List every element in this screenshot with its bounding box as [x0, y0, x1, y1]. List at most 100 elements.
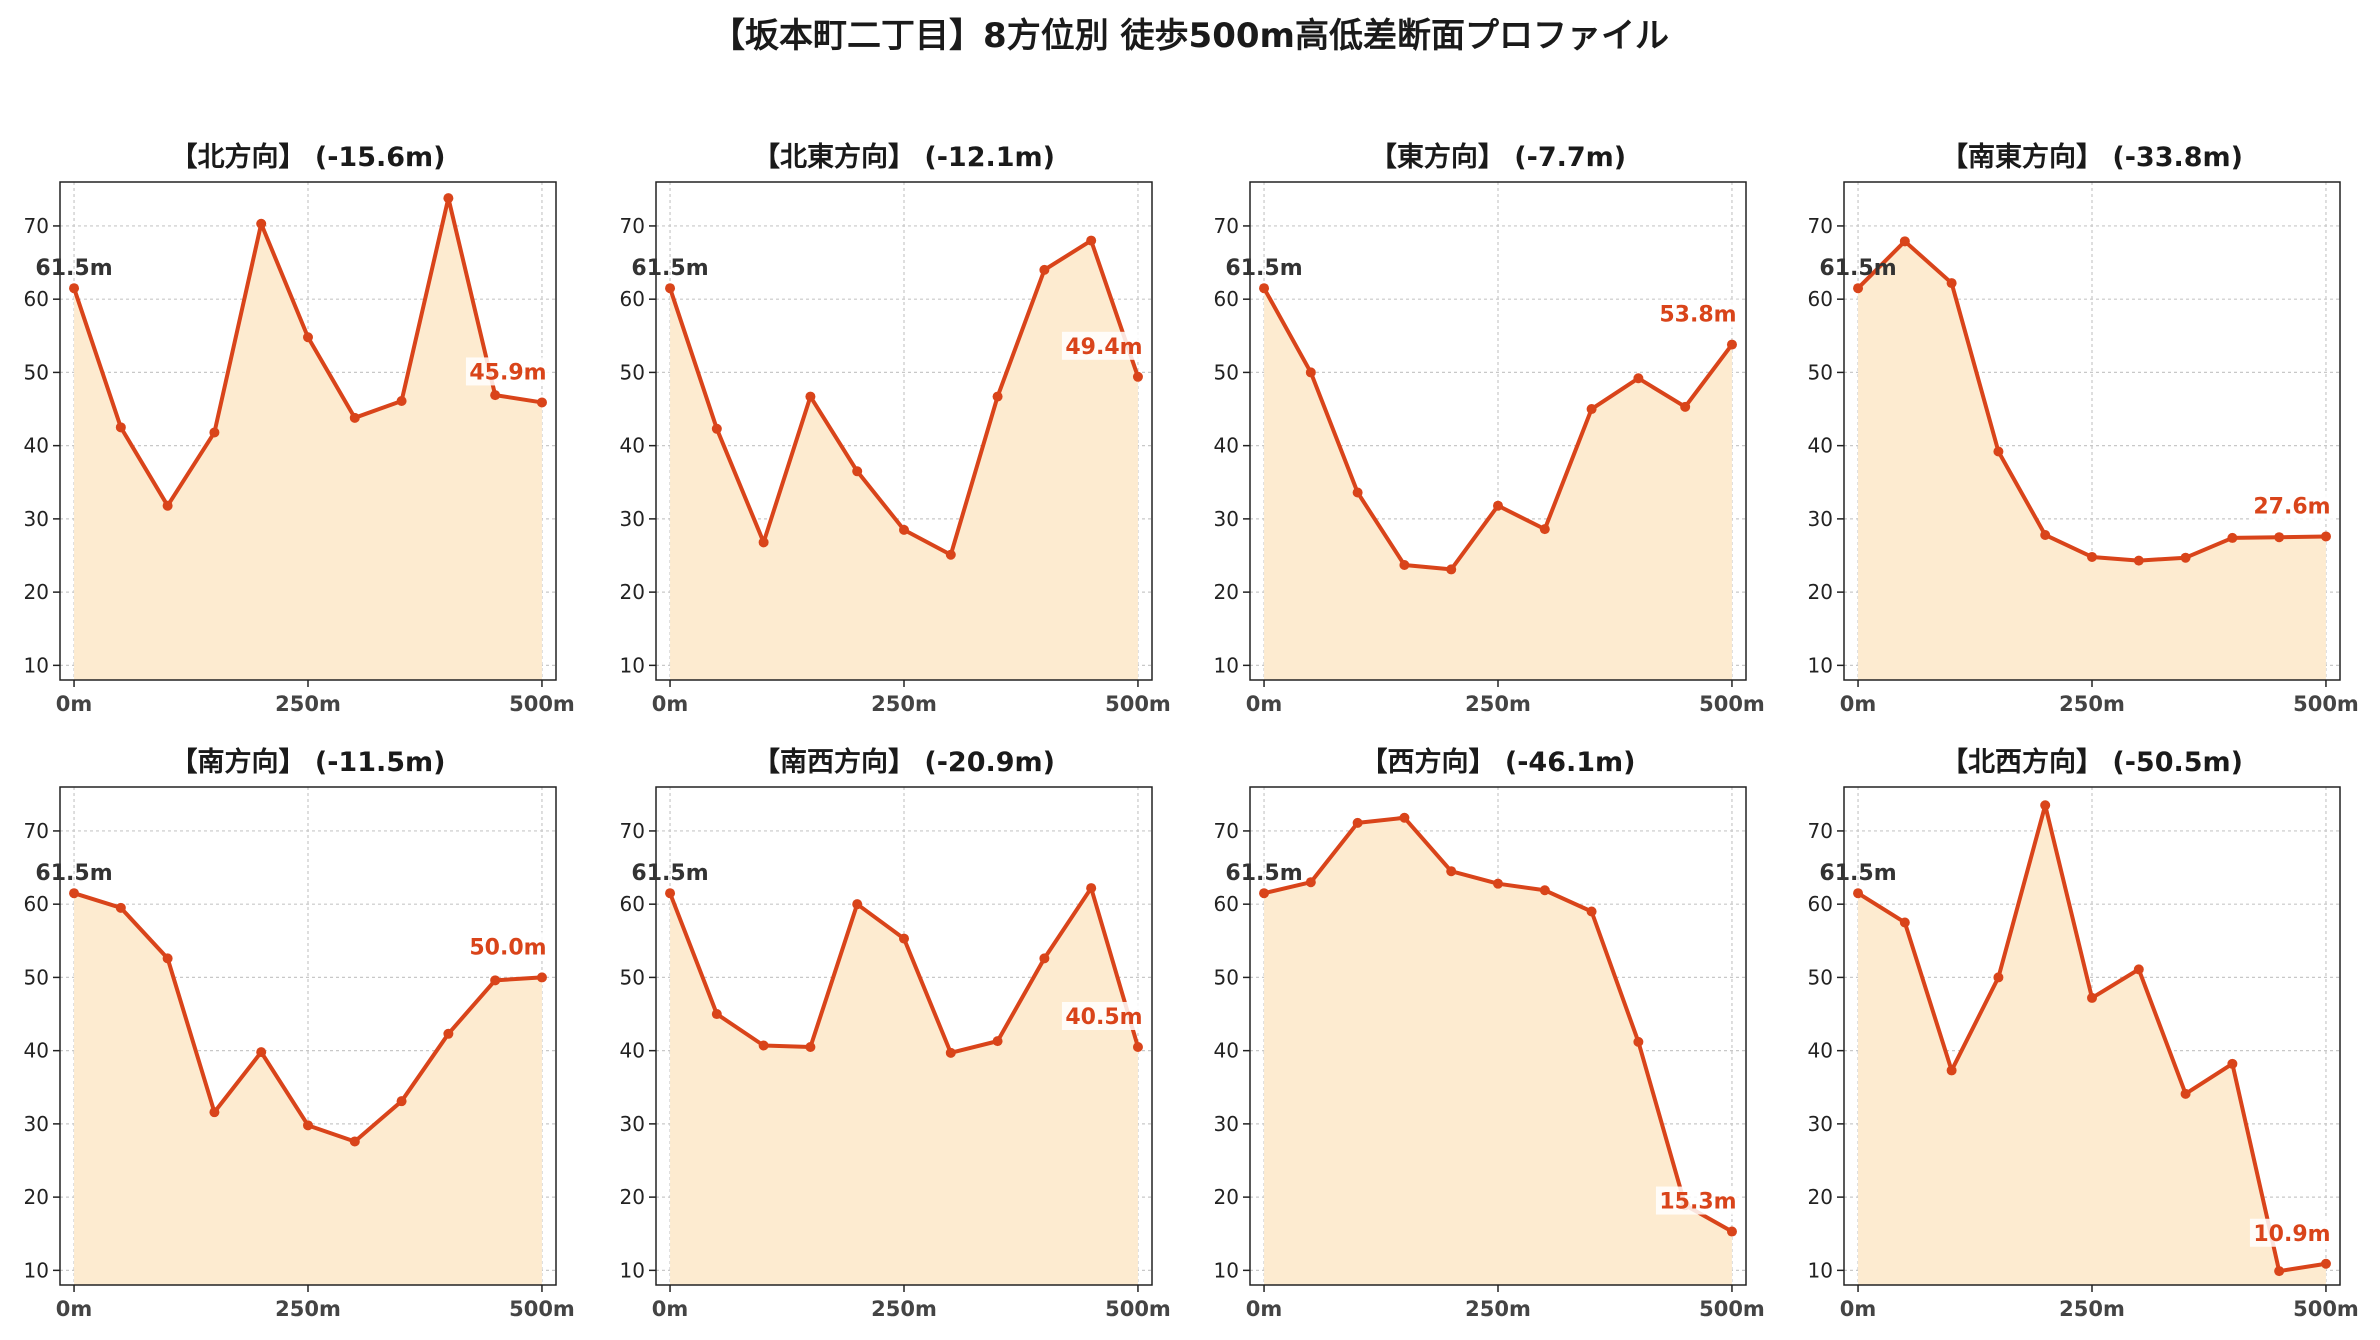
data-point — [2087, 992, 2097, 1003]
y-tick-label: 20 — [24, 1185, 49, 1209]
data-point — [1259, 888, 1270, 899]
x-tick-label: 500m — [1699, 692, 1765, 716]
y-tick-label: 60 — [1808, 892, 1833, 916]
data-point — [992, 391, 1003, 402]
data-point — [2274, 532, 2285, 543]
x-tick-label: 250m — [871, 1297, 937, 1321]
data-point — [2180, 1088, 2191, 1099]
data-point — [2227, 1058, 2238, 1069]
data-point — [758, 537, 769, 548]
x-tick-label: 0m — [56, 1297, 93, 1321]
end-elevation-label: 15.3m — [1659, 1190, 1736, 1215]
y-tick-label: 60 — [620, 287, 645, 311]
chart-title: 【南東方向】 (-33.8m) — [1941, 141, 2243, 173]
data-point — [899, 933, 909, 944]
data-point — [1493, 500, 1503, 511]
y-tick-label: 50 — [1214, 360, 1239, 384]
y-tick-label: 50 — [1214, 965, 1239, 989]
chart-panel-4: 【南東方向】 (-33.8m) 10 20 30 40 50 60 70 0m 250m 500m 6… — [1808, 141, 2359, 716]
y-tick-label: 30 — [1808, 507, 1833, 531]
chart-title: 【南西方向】 (-20.9m) — [753, 746, 1055, 778]
data-point — [1853, 283, 1864, 294]
start-elevation-label: 61.5m — [1225, 861, 1302, 886]
data-point — [1305, 877, 1316, 888]
y-tick-label: 10 — [1808, 1258, 1833, 1282]
chart-panel-5: 【南方向】 (-11.5m) 10 20 30 40 50 60 70 0m 250m 500m 61… — [24, 746, 575, 1321]
data-point — [1586, 906, 1597, 917]
data-point — [711, 1009, 722, 1020]
data-point — [1086, 883, 1097, 894]
data-point — [945, 1047, 956, 1058]
x-tick-label: 0m — [1840, 1297, 1877, 1321]
data-point — [852, 466, 863, 477]
data-point — [805, 391, 816, 402]
data-point — [1586, 404, 1597, 415]
data-point — [1446, 866, 1457, 877]
data-point — [1259, 283, 1270, 294]
end-elevation-label: 10.9m — [2253, 1222, 2330, 1247]
chart-title: 【北西方向】 (-50.5m) — [1941, 746, 2243, 778]
data-point — [162, 500, 173, 511]
start-elevation-label: 61.5m — [1819, 256, 1896, 281]
chart-title: 【北方向】 (-15.6m) — [170, 141, 445, 173]
x-tick-label: 0m — [1246, 1297, 1283, 1321]
elevation-area — [74, 198, 542, 681]
end-elevation-label: 40.5m — [1065, 1005, 1142, 1030]
end-label-background — [465, 932, 550, 961]
y-tick-label: 60 — [1808, 287, 1833, 311]
data-point — [1899, 236, 1910, 247]
y-tick-label: 50 — [24, 965, 49, 989]
start-elevation-label: 61.5m — [1225, 256, 1302, 281]
data-point — [1899, 917, 1910, 928]
y-tick-label: 40 — [1214, 1039, 1239, 1063]
data-point — [1352, 487, 1363, 498]
data-point — [1726, 1226, 1737, 1237]
data-point — [1132, 371, 1143, 382]
data-point — [945, 549, 956, 560]
end-label-background — [1061, 331, 1146, 360]
data-point — [852, 899, 863, 910]
data-point — [443, 193, 454, 204]
y-tick-label: 40 — [1808, 434, 1833, 458]
x-tick-label: 250m — [275, 1297, 341, 1321]
chart-title: 【東方向】 (-7.7m) — [1370, 141, 1626, 173]
y-tick-label: 60 — [24, 892, 49, 916]
data-point — [1399, 812, 1410, 823]
data-point — [69, 283, 80, 294]
y-tick-label: 50 — [1808, 965, 1833, 989]
data-point — [1086, 235, 1097, 246]
y-tick-label: 20 — [1808, 580, 1833, 604]
y-tick-label: 30 — [24, 1112, 49, 1136]
y-tick-label: 50 — [620, 360, 645, 384]
data-point — [1633, 373, 1644, 384]
end-label-background — [465, 357, 550, 386]
y-tick-label: 50 — [620, 965, 645, 989]
y-tick-label: 30 — [24, 507, 49, 531]
end-elevation-label: 50.0m — [469, 935, 546, 960]
y-tick-label: 40 — [24, 434, 49, 458]
end-elevation-label: 45.9m — [469, 360, 546, 385]
chart-panel-7: 【西方向】 (-46.1m) 10 20 30 40 50 60 70 0m 250m 500m 61… — [1214, 746, 1765, 1321]
y-tick-label: 30 — [620, 507, 645, 531]
y-tick-label: 50 — [24, 360, 49, 384]
chart-title: 【西方向】 (-46.1m) — [1360, 746, 1635, 778]
x-tick-label: 0m — [652, 1297, 689, 1321]
data-point — [1853, 888, 1864, 899]
data-point — [992, 1036, 1003, 1047]
data-point — [1539, 524, 1550, 535]
data-point — [1680, 401, 1691, 412]
y-tick-label: 70 — [620, 214, 645, 238]
y-tick-label: 40 — [1214, 434, 1239, 458]
x-tick-label: 500m — [1105, 692, 1171, 716]
data-point — [536, 397, 547, 408]
data-point — [1946, 278, 1957, 289]
y-tick-label: 70 — [1214, 214, 1239, 238]
y-tick-label: 10 — [620, 1258, 645, 1282]
data-point — [1132, 1041, 1143, 1052]
data-point — [396, 395, 407, 406]
data-point — [443, 1028, 454, 1039]
data-point — [209, 1107, 220, 1118]
end-elevation-label: 27.6m — [2253, 494, 2330, 519]
x-tick-label: 500m — [1699, 1297, 1765, 1321]
y-tick-label: 60 — [1214, 892, 1239, 916]
